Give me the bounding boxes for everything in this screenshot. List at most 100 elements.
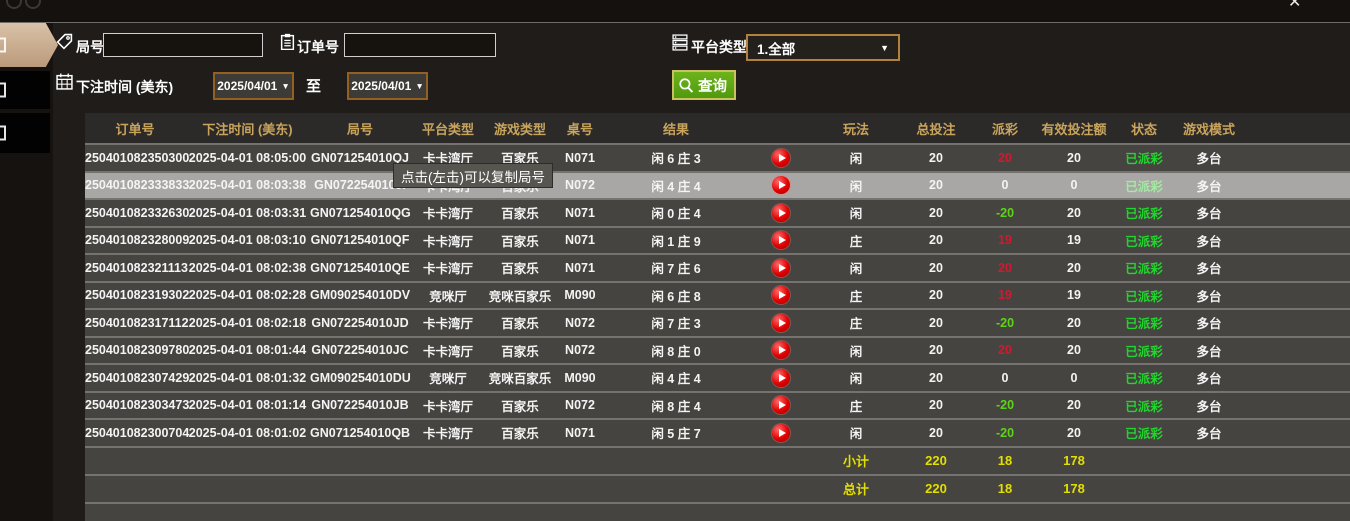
- bet-time-cell: 2025-04-01 08:02:28: [188, 288, 307, 303]
- order-number-cell: 250401082307429: [85, 370, 190, 385]
- bet-time-cell: 2025-04-01 08:01:02: [188, 425, 307, 440]
- play-video-button[interactable]: [772, 313, 790, 332]
- bet-time-cell: 2025-04-01 08:03:31: [188, 205, 307, 220]
- search-icon: [679, 77, 694, 93]
- table-header-row: 订单号 下注时间 (美东) 局号 平台类型 游戏类型 桌号 结果 玩法 总投注 派彩 有效投注额 状态…: [85, 113, 1350, 145]
- result-cell: 闲 0 庄 4: [651, 207, 701, 222]
- table-number-cell: M090: [564, 288, 596, 303]
- table-row[interactable]: 250401082333833 2025-04-01 08:03:38 GN07…: [85, 172, 1350, 200]
- query-button[interactable]: 查询: [672, 70, 736, 100]
- play-video-button[interactable]: [772, 423, 790, 442]
- payout-cell: -20: [995, 425, 1015, 440]
- grand-total-row: 总计 220 18 178: [85, 475, 1350, 504]
- table-number-cell: N071: [565, 233, 595, 248]
- play-video-button[interactable]: [772, 176, 790, 195]
- game-type-cell: 百家乐: [501, 344, 539, 359]
- bet-time-cell: 2025-04-01 08:02:38: [188, 260, 307, 275]
- platform-type-select[interactable]: 1.全部 ▼: [746, 34, 900, 61]
- round-number-label: 局号: [76, 39, 104, 55]
- table-row[interactable]: 250401082321113 2025-04-01 08:02:38 GN07…: [85, 255, 1350, 283]
- round-number-cell[interactable]: GN071254010QF: [310, 233, 410, 248]
- copy-round-tooltip: 点击(左击)可以复制局号: [393, 163, 553, 188]
- round-number-cell[interactable]: GN071254010QG: [310, 205, 411, 220]
- result-cell: 闲 1 庄 9: [651, 234, 701, 249]
- date-to-picker[interactable]: 2025/04/01 ▼: [347, 72, 428, 100]
- round-number-cell[interactable]: GM090254010DU: [310, 370, 411, 385]
- order-number-input[interactable]: [344, 33, 496, 57]
- game-type-cell: 百家乐: [501, 399, 539, 414]
- round-number-cell[interactable]: GN072254010JD: [311, 315, 409, 330]
- sidebar-item[interactable]: [0, 71, 50, 109]
- table-row[interactable]: 250401082300704 2025-04-01 08:01:02 GN07…: [85, 420, 1350, 448]
- table-row[interactable]: 250401082303473 2025-04-01 08:01:14 GN07…: [85, 392, 1350, 420]
- chevron-down-icon: ▼: [281, 81, 290, 91]
- table-row[interactable]: 250401082307429 2025-04-01 08:01:32 GM09…: [85, 365, 1350, 393]
- play-video-button[interactable]: [772, 148, 790, 167]
- bet-side-cell: 闲: [849, 262, 863, 277]
- play-video-button[interactable]: [772, 231, 790, 250]
- column-header: 局号: [346, 121, 373, 137]
- game-mode-cell: 多台: [1196, 427, 1222, 442]
- play-icon: [778, 208, 786, 217]
- bet-time-cell: 2025-04-01 08:01:44: [188, 343, 307, 358]
- game-mode-cell: 多台: [1196, 289, 1222, 304]
- table-row[interactable]: 250401082319302 2025-04-01 08:02:28 GM09…: [85, 282, 1350, 310]
- order-number-cell: 250401082332630: [85, 205, 190, 220]
- game-type-cell: 竞咪百家乐: [488, 289, 552, 304]
- play-cell: [746, 368, 816, 387]
- play-icon: [778, 401, 786, 410]
- round-number-cell[interactable]: GN071254010QJ: [311, 150, 409, 165]
- play-video-button[interactable]: [772, 258, 790, 277]
- table-row[interactable]: 250401082317112 2025-04-01 08:02:18 GN07…: [85, 310, 1350, 338]
- play-icon: [778, 153, 786, 162]
- round-number-cell[interactable]: GN071254010QE: [310, 260, 410, 275]
- platform-cell: 卡卡湾厅: [422, 234, 473, 249]
- play-cell: [746, 176, 816, 195]
- table-number-cell: N072: [565, 315, 595, 330]
- round-number-cell[interactable]: GN072254010JI: [314, 178, 406, 193]
- play-icon: [778, 346, 786, 355]
- table-row[interactable]: 250401082309780 2025-04-01 08:01:44 GN07…: [85, 337, 1350, 365]
- table-row[interactable]: 250401082350300 2025-04-01 08:05:00 GN07…: [85, 145, 1350, 173]
- bet-time-cell: 2025-04-01 08:05:00: [188, 150, 307, 165]
- order-number-label: 订单号: [297, 39, 339, 55]
- total-bet-cell: 20: [929, 370, 943, 385]
- round-number-cell[interactable]: GN072254010JC: [311, 343, 409, 358]
- query-button-label: 查询: [698, 78, 727, 95]
- order-number-cell: 250401082309780: [85, 343, 190, 358]
- status-badge: 已派彩: [1125, 152, 1163, 167]
- totals-label: 小计: [842, 454, 869, 469]
- totals-total-bet: 220: [925, 481, 947, 496]
- play-cell: [746, 258, 816, 277]
- column-header: 有效投注额: [1041, 121, 1107, 137]
- column-header: 下注时间 (美东): [202, 121, 293, 137]
- valid-bet-cell: 20: [1067, 315, 1081, 330]
- play-video-button[interactable]: [772, 368, 790, 387]
- column-header: 平台类型: [421, 121, 474, 137]
- round-number-input[interactable]: [103, 33, 263, 57]
- close-icon[interactable]: ✕: [1288, 0, 1302, 11]
- sidebar-item[interactable]: [0, 113, 50, 153]
- play-cell: [746, 286, 816, 305]
- date-from-picker[interactable]: 2025/04/01 ▼: [213, 72, 294, 100]
- valid-bet-cell: 0: [1070, 178, 1078, 193]
- cutoff-circle-icon: [25, 0, 41, 9]
- sidebar-item-active[interactable]: [0, 23, 58, 67]
- round-number-cell[interactable]: GN072254010JB: [311, 398, 409, 413]
- date-to-value: 2025/04/01: [351, 79, 412, 93]
- cutoff-text-fragment: [0, 125, 6, 141]
- bet-side-cell: 闲: [849, 152, 863, 167]
- date-from-value: 2025/04/01: [217, 79, 278, 93]
- payout-cell: -20: [995, 398, 1015, 413]
- round-number-cell[interactable]: GM090254010DV: [310, 288, 411, 303]
- play-video-button[interactable]: [772, 203, 790, 222]
- play-cell: [746, 231, 816, 250]
- play-video-button[interactable]: [772, 341, 790, 360]
- table-row[interactable]: 250401082328009 2025-04-01 08:03:10 GN07…: [85, 227, 1350, 255]
- play-video-button[interactable]: [772, 286, 790, 305]
- table-row[interactable]: 250401082332630 2025-04-01 08:03:31 GN07…: [85, 200, 1350, 228]
- round-number-cell[interactable]: GN071254010QB: [310, 425, 411, 440]
- play-video-button[interactable]: [772, 396, 790, 415]
- platform-cell: 卡卡湾厅: [422, 427, 473, 442]
- play-icon: [778, 291, 786, 300]
